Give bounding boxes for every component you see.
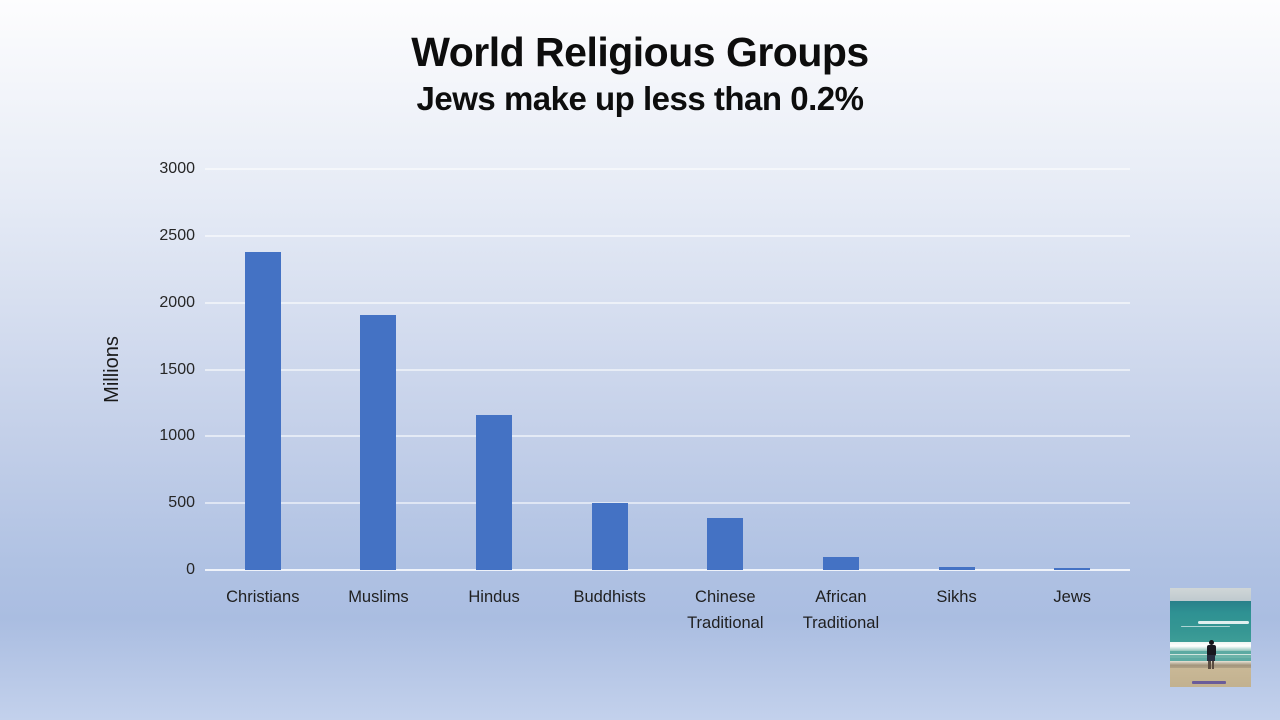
person-head bbox=[1208, 640, 1214, 646]
chart-subtitle: Jews make up less than 0.2% bbox=[416, 80, 864, 117]
chart-title: World Religious Groups bbox=[411, 29, 869, 75]
person-torso bbox=[1206, 645, 1216, 657]
y-tick-label-0: 0 bbox=[186, 561, 195, 578]
photo-person-silhouette bbox=[1206, 640, 1216, 670]
bar-jews bbox=[1054, 568, 1091, 570]
photo-sand bbox=[1170, 668, 1251, 687]
photo-wave bbox=[1198, 620, 1249, 624]
gridline-2500 bbox=[205, 234, 1130, 237]
gridline-3000 bbox=[205, 168, 1130, 170]
y-tick-label-2500: 2500 bbox=[159, 226, 195, 244]
bar-hindus bbox=[476, 414, 513, 570]
title-block: World Religious Groups Jews make up less… bbox=[0, 26, 1280, 120]
y-axis-title-text: Millions bbox=[100, 336, 123, 403]
gridline-1000 bbox=[205, 435, 1130, 438]
person-left-leg bbox=[1208, 661, 1211, 670]
beach-photo bbox=[1170, 588, 1251, 687]
person-right-leg bbox=[1211, 661, 1214, 670]
gridline-1500 bbox=[205, 368, 1130, 371]
bar-chinese-traditional bbox=[707, 517, 744, 570]
x-label-hindus: Hindus bbox=[468, 588, 520, 606]
x-label-muslims: Muslims bbox=[348, 588, 409, 606]
x-label-jews: Jews bbox=[1053, 588, 1091, 606]
gridline-500 bbox=[205, 502, 1130, 505]
y-tick-label-2000: 2000 bbox=[159, 293, 195, 311]
y-tick-label-500: 500 bbox=[168, 494, 195, 512]
x-label-buddhists: Buddhists bbox=[573, 588, 646, 606]
bar-muslims bbox=[360, 314, 397, 570]
x-label-african-traditional: African Traditional bbox=[802, 588, 880, 632]
bar-buddhists bbox=[591, 502, 628, 570]
bar-african-traditional bbox=[822, 556, 859, 570]
photo-wet-sand bbox=[1170, 661, 1251, 669]
y-tick-label-3000: 3000 bbox=[159, 160, 195, 177]
x-label-sikhs: Sikhs bbox=[936, 588, 977, 606]
gridline-2000 bbox=[205, 301, 1130, 304]
person-shorts bbox=[1207, 655, 1215, 662]
x-label-christians: Christians bbox=[226, 588, 300, 606]
gridline-0 bbox=[205, 569, 1130, 571]
y-tick-label-1000: 1000 bbox=[159, 427, 195, 445]
photo-sky bbox=[1170, 588, 1251, 601]
x-label-chinese-traditional: Chinese Traditional bbox=[687, 588, 764, 632]
y-tick-label-1500: 1500 bbox=[159, 360, 195, 378]
bar-christians bbox=[244, 251, 281, 570]
bar-sikhs bbox=[938, 566, 975, 570]
bar-chart-plot-area: 0 500 1000 1500 2000 2500 3000 Christians Muslim… bbox=[159, 160, 1130, 632]
photo-watermark bbox=[1192, 681, 1226, 684]
